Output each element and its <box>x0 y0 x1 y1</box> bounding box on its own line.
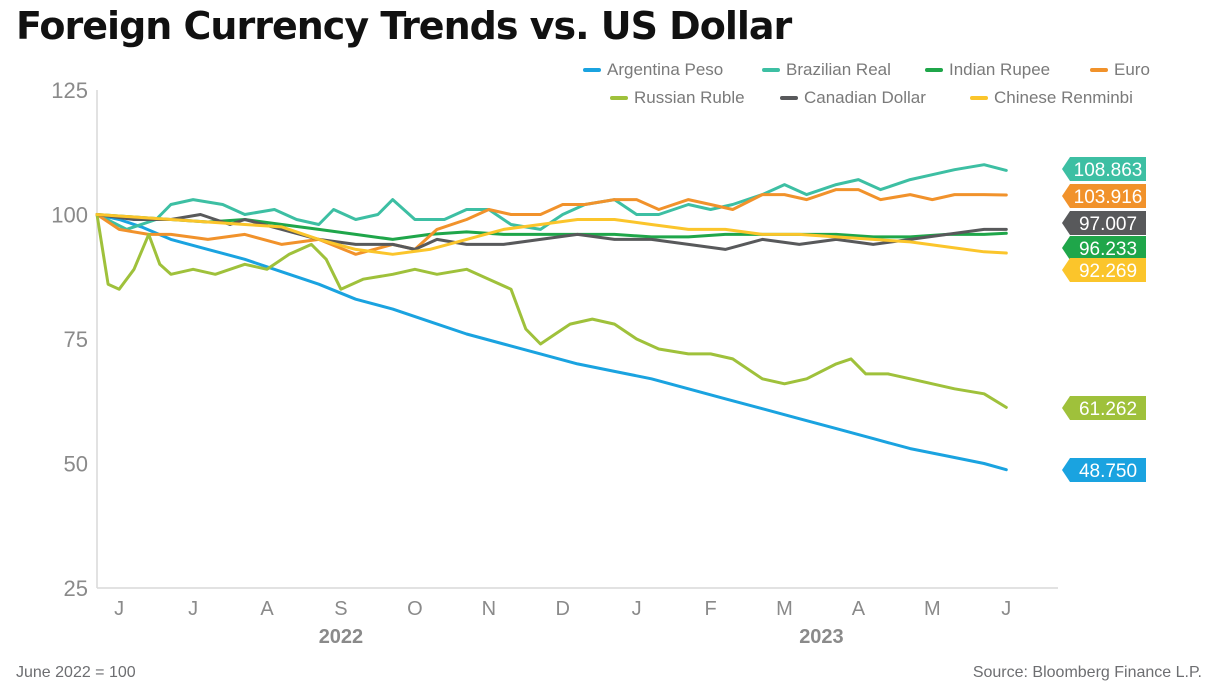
source-note: Source: Bloomberg Finance L.P. <box>972 664 1202 681</box>
legend-label: Canadian Dollar <box>804 88 926 107</box>
end-value-label: 97.007 <box>1079 214 1137 235</box>
legend-swatch <box>583 67 601 72</box>
x-tick-label: A <box>852 598 866 620</box>
x-tick-label: N <box>482 598 496 620</box>
x-tick-label: J <box>114 598 124 620</box>
series-line-russian-ruble <box>95 213 1008 409</box>
legend-item: Russian Ruble <box>610 88 745 108</box>
legend-label: Russian Ruble <box>634 88 745 107</box>
line-chart: 25 50 75 100 125 J J A S O N D J F M A M J 2022 2023 48.750 1… <box>51 78 1146 648</box>
legend-swatch <box>780 95 798 100</box>
y-tick-label: 75 <box>64 327 88 352</box>
end-value-label: 92.269 <box>1079 261 1137 282</box>
x-tick-label: J <box>188 598 198 620</box>
year-label: 2023 <box>799 626 844 648</box>
legend-label: Euro <box>1114 60 1150 79</box>
legend-item: Canadian Dollar <box>780 88 926 108</box>
legend-item: Euro <box>1090 60 1150 80</box>
y-tick-label: 50 <box>64 452 88 477</box>
end-label-tag <box>1062 211 1146 235</box>
chart-title: Foreign Currency Trends vs. US Dollar <box>16 4 792 48</box>
year-label: 2022 <box>319 626 364 648</box>
x-tick-label: M <box>924 598 941 620</box>
end-value-label: 103.916 <box>1074 187 1143 208</box>
legend-item: Indian Rupee <box>925 60 1050 80</box>
series-line-chinese-renminbi <box>95 213 1008 256</box>
y-tick-label: 25 <box>64 576 88 601</box>
legend-item: Argentina Peso <box>583 60 723 80</box>
end-label-tag <box>1062 184 1146 208</box>
end-value-label: 61.262 <box>1079 399 1137 420</box>
legend-label: Brazilian Real <box>786 60 891 79</box>
y-tick-label: 100 <box>51 203 88 228</box>
end-label-tag <box>1062 236 1146 260</box>
series-line-canadian-dollar <box>95 213 1008 251</box>
end-label-tag <box>1062 157 1146 181</box>
legend-label: Chinese Renminbi <box>994 88 1133 107</box>
x-tick-label: F <box>704 598 716 620</box>
x-tick-label: D <box>555 598 569 620</box>
series-line-euro <box>95 188 1008 256</box>
series-line-brazilian-real <box>95 163 1008 231</box>
x-tick-label: S <box>334 598 347 620</box>
legend-swatch <box>762 67 780 72</box>
legend-swatch <box>925 67 943 72</box>
legend-swatch <box>610 95 628 100</box>
x-tick-label: O <box>407 598 423 620</box>
end-label-tag <box>1062 258 1146 282</box>
series-line-argentina-peso <box>95 213 1008 472</box>
footnote: June 2022 = 100 <box>16 664 136 681</box>
end-value-label: 96.233 <box>1079 239 1137 260</box>
x-tick-label: A <box>260 598 274 620</box>
end-label-tag <box>1062 396 1146 420</box>
legend-swatch <box>970 95 988 100</box>
y-tick-label: 125 <box>51 78 88 103</box>
legend-swatch <box>1090 67 1108 72</box>
legend-label: Argentina Peso <box>607 60 724 79</box>
x-tick-label: J <box>632 598 642 620</box>
legend-item: Brazilian Real <box>762 60 891 80</box>
x-tick-label: J <box>1001 598 1011 620</box>
end-label-tag <box>1062 458 1146 482</box>
legend-item: Chinese Renminbi <box>970 88 1133 108</box>
end-value-label: 48.750 <box>1079 461 1137 482</box>
legend-label: Indian Rupee <box>949 60 1051 79</box>
end-value-label: 108.863 <box>1074 160 1143 181</box>
x-tick-label: M <box>776 598 793 620</box>
